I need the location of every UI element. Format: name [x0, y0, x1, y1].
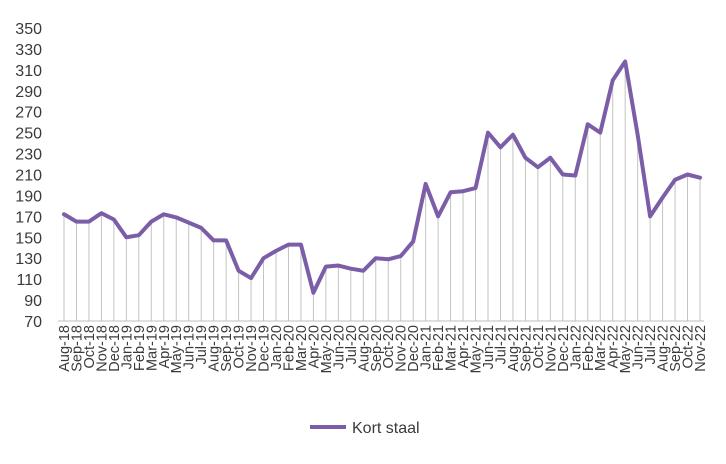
x-tick-label: Dec-19: [257, 325, 273, 372]
x-tick-label: Mar-20: [294, 325, 310, 371]
x-tick-label: Dec-18: [107, 325, 123, 372]
y-tick-label: 110: [16, 272, 42, 289]
y-tick-label: 350: [15, 21, 42, 38]
x-tick-label: Nov-19: [244, 325, 260, 372]
y-tick-label: 210: [15, 168, 42, 185]
x-tick-label: Oct-18: [82, 325, 98, 369]
x-tick-label: Jun-20: [331, 325, 347, 369]
y-axis-ticks: 70 90 110 130 150 170 190 210 230 250 270 290 310 330…: [15, 21, 42, 331]
x-tick-label: Jun-22: [631, 325, 647, 369]
x-axis-ticks: Aug-18Sep-18Oct-18Nov-18Dec-18Jan-19Feb-…: [57, 325, 709, 373]
x-tick-label: Sep-21: [518, 325, 534, 372]
x-tick-label: Dec-21: [556, 325, 572, 372]
x-tick-label: Feb-22: [581, 325, 597, 371]
x-tick-label: May-20: [319, 325, 335, 373]
x-tick-label: Mar-22: [593, 325, 609, 371]
x-tick-label: Apr-19: [157, 325, 173, 369]
y-tick-label: 90: [24, 293, 42, 310]
x-tick-label: Oct-22: [681, 325, 697, 369]
x-tick-label: Dec-20: [406, 325, 422, 372]
legend: Kort staal: [310, 420, 420, 437]
x-tick-label: May-21: [469, 325, 485, 373]
x-tick-label: Jul-21: [493, 325, 509, 365]
y-tick-label: 150: [15, 230, 42, 247]
x-tick-label: Apr-20: [306, 325, 322, 369]
x-tick-label: Feb-21: [431, 325, 447, 371]
x-tick-label: Jul-19: [194, 325, 210, 365]
x-tick-label: May-19: [169, 325, 185, 373]
y-tick-label: 170: [15, 209, 42, 226]
y-tick-label: 290: [15, 84, 42, 101]
x-tick-label: Aug-20: [356, 325, 372, 372]
x-tick-label: Nov-21: [543, 325, 559, 372]
x-tick-label: Apr-21: [456, 325, 472, 369]
legend-label: Kort staal: [352, 420, 420, 437]
x-tick-label: Nov-18: [94, 325, 110, 372]
x-tick-label: Jun-19: [182, 325, 198, 369]
x-tick-label: Apr-22: [606, 325, 622, 369]
x-tick-label: Jan-19: [119, 325, 135, 369]
drop-lines: [63, 61, 701, 321]
y-tick-label: 190: [15, 188, 42, 205]
y-tick-label: 330: [15, 42, 42, 59]
x-tick-label: Nov-20: [394, 325, 410, 372]
x-tick-label: Nov-22: [693, 325, 709, 372]
x-tick-label: Aug-21: [506, 325, 522, 372]
y-tick-label: 250: [15, 126, 42, 143]
x-tick-label: Feb-20: [281, 325, 297, 371]
series-line-kort-staal: [62, 59, 702, 295]
y-tick-label: 130: [15, 251, 42, 268]
x-tick-label: Sep-20: [369, 325, 385, 372]
x-tick-label: Aug-22: [656, 325, 672, 372]
x-tick-label: Jul-20: [344, 325, 360, 365]
x-tick-label: Feb-19: [132, 325, 148, 371]
x-tick-label: Sep-19: [219, 325, 235, 372]
x-tick-label: Jun-21: [481, 325, 497, 369]
x-tick-label: Oct-19: [232, 325, 248, 369]
x-tick-label: Jul-22: [643, 325, 659, 365]
y-tick-label: 270: [15, 105, 42, 122]
x-tick-label: Aug-19: [207, 325, 223, 372]
x-tick-label: Jan-21: [419, 325, 435, 369]
x-tick-label: Sep-22: [668, 325, 684, 372]
y-tick-label: 70: [24, 314, 42, 331]
x-tick-label: Oct-21: [531, 325, 547, 369]
y-tick-label: 230: [15, 147, 42, 164]
x-tick-label: Aug-18: [57, 325, 73, 372]
x-tick-label: May-22: [618, 325, 634, 373]
x-tick-label: Sep-18: [69, 325, 85, 372]
x-tick-label: Jan-22: [568, 325, 584, 369]
x-tick-label: Oct-20: [381, 325, 397, 369]
x-tick-label: Mar-21: [444, 325, 460, 371]
x-tick-label: Mar-19: [144, 325, 160, 371]
y-tick-label: 310: [15, 63, 42, 80]
x-tick-label: Jan-20: [269, 325, 285, 369]
